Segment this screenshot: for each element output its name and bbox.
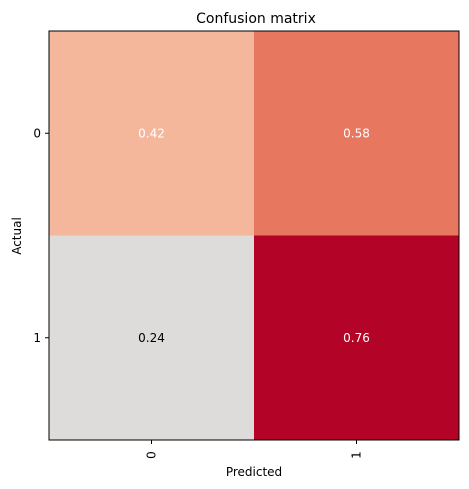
chart-title: Confusion matrix: [196, 11, 316, 27]
y-axis-ticks: 01: [33, 126, 49, 345]
plot-frame: [48, 30, 460, 441]
cell-value-label: 0.76: [343, 331, 370, 345]
cell-value-label: 0.42: [138, 126, 165, 140]
heatmap-cell-r1-c1: [254, 235, 459, 440]
y-tick-label: 1: [33, 331, 41, 345]
y-axis-label: Actual: [10, 217, 24, 255]
x-tick-label: 1: [350, 451, 364, 459]
cell-value-label: 0.58: [343, 126, 370, 140]
heatmap-cell-r0-c1: [254, 31, 459, 236]
heatmap-cell-r0-c0: [49, 31, 254, 236]
cell-value-label: 0.24: [138, 331, 165, 345]
x-axis-label: Predicted: [226, 465, 282, 479]
x-tick-label: 0: [145, 451, 159, 459]
y-tick-label: 0: [33, 126, 41, 140]
heatmap-cells: 0.42 0.58 0.24 0.76: [49, 31, 459, 440]
heatmap-cell-r1-c0: [49, 235, 254, 440]
